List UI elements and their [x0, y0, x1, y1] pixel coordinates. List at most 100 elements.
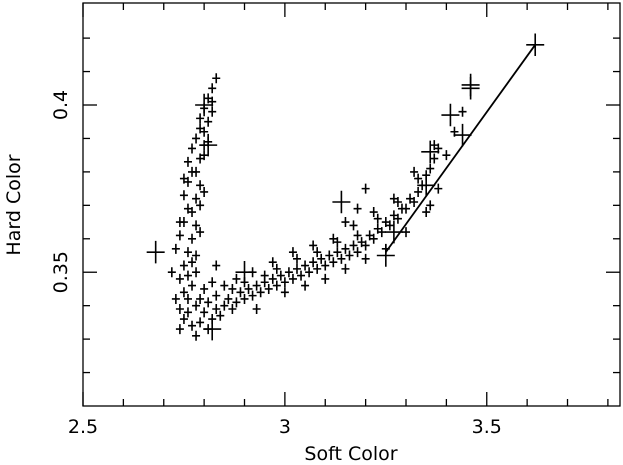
- y-tick-label: 0.35: [50, 251, 72, 293]
- x-tick-label: 2.5: [68, 416, 98, 438]
- y-axis-label: Hard Color: [3, 154, 25, 255]
- data-point: [192, 133, 201, 144]
- data-point: [212, 290, 221, 301]
- data-point: [248, 290, 257, 301]
- data-point: [369, 233, 378, 244]
- data-point: [196, 317, 205, 328]
- data-point: [200, 283, 209, 294]
- data-point: [361, 240, 370, 251]
- data-point: [240, 293, 249, 304]
- data-point-large: [332, 190, 351, 214]
- data-point: [224, 293, 233, 304]
- data-point: [196, 153, 205, 164]
- large-data-points: [146, 33, 545, 341]
- data-point: [175, 230, 184, 241]
- data-point: [220, 300, 229, 311]
- data-point: [179, 173, 188, 184]
- data-point-large: [146, 240, 165, 264]
- data-point: [216, 310, 225, 321]
- data-point: [410, 166, 419, 177]
- data-point: [272, 280, 281, 291]
- data-point: [208, 106, 217, 117]
- data-point: [196, 123, 205, 134]
- data-point: [183, 156, 192, 167]
- data-point-large: [235, 260, 254, 284]
- data-point: [410, 196, 419, 207]
- data-point: [192, 220, 201, 231]
- data-point: [329, 257, 338, 268]
- data-point: [353, 203, 362, 214]
- data-point: [369, 207, 378, 218]
- data-point: [402, 203, 411, 214]
- data-point: [268, 257, 277, 268]
- data-point: [171, 293, 180, 304]
- data-points: [167, 73, 467, 341]
- data-point: [179, 314, 188, 325]
- data-point: [406, 193, 415, 204]
- data-point: [288, 273, 297, 284]
- data-point: [353, 230, 362, 241]
- data-point: [458, 106, 467, 117]
- data-point: [292, 253, 301, 264]
- data-point: [192, 300, 201, 311]
- data-point: [301, 280, 310, 291]
- axis-tick-labels: 2.5 3 3.5 0.35 0.4: [50, 90, 502, 438]
- data-point: [297, 270, 306, 281]
- data-point: [236, 287, 245, 298]
- data-point: [232, 273, 241, 284]
- data-point-large: [376, 244, 395, 267]
- data-point: [212, 260, 221, 271]
- data-point-large: [461, 73, 480, 97]
- data-point: [204, 116, 213, 127]
- data-point: [212, 73, 221, 84]
- data-point: [175, 273, 184, 284]
- data-point-large: [526, 33, 545, 57]
- data-point-large: [195, 93, 214, 117]
- data-point: [175, 324, 184, 335]
- axis-ticks: [82, 3, 620, 406]
- data-point: [188, 257, 197, 268]
- data-point: [260, 270, 269, 281]
- data-point: [430, 153, 439, 164]
- data-point: [192, 267, 201, 278]
- data-point: [244, 283, 253, 294]
- data-point: [313, 247, 322, 258]
- data-point: [349, 240, 358, 251]
- data-point: [192, 193, 201, 204]
- data-point: [430, 140, 439, 151]
- data-point: [353, 247, 362, 258]
- data-point: [341, 217, 350, 228]
- data-point: [313, 263, 322, 274]
- data-point: [208, 277, 217, 288]
- data-point: [183, 270, 192, 281]
- data-point-large: [203, 317, 222, 341]
- data-point: [196, 200, 205, 211]
- data-point-large: [441, 103, 460, 127]
- data-point: [252, 280, 261, 291]
- data-point: [301, 260, 310, 271]
- data-point: [204, 93, 213, 104]
- x-tick-label: 3: [279, 416, 291, 438]
- data-point: [349, 220, 358, 231]
- data-point: [321, 260, 330, 271]
- data-point: [264, 283, 273, 294]
- data-point: [188, 207, 197, 218]
- data-point: [188, 143, 197, 154]
- data-point: [192, 250, 201, 261]
- data-point: [381, 217, 390, 228]
- data-point: [183, 293, 192, 304]
- data-point: [188, 320, 197, 331]
- data-point: [345, 250, 354, 261]
- x-axis-label: Soft Color: [304, 443, 397, 465]
- x-tick-label: 3.5: [472, 416, 502, 438]
- data-point: [200, 126, 209, 137]
- data-point: [212, 304, 221, 315]
- data-point: [228, 304, 237, 315]
- data-point: [393, 213, 402, 224]
- plot-frame: [82, 2, 621, 407]
- data-point: [188, 280, 197, 291]
- data-point: [309, 257, 318, 268]
- data-point: [208, 83, 217, 94]
- data-point: [361, 183, 370, 194]
- data-point: [276, 270, 285, 281]
